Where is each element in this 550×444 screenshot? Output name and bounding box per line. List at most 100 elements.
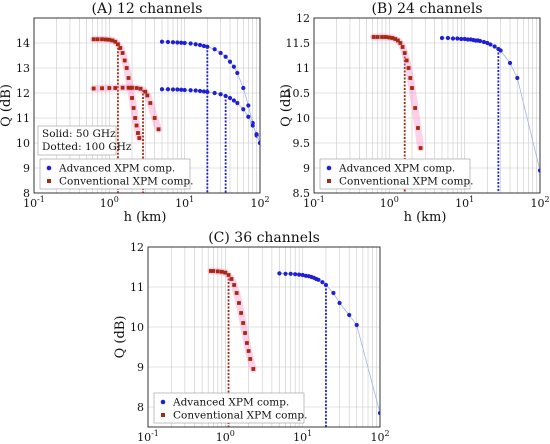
advanced-data-point (227, 95, 233, 101)
legend-marker-advanced (160, 399, 166, 405)
annotation-line: Solid: 50 GHz (42, 128, 116, 140)
advanced-data-point (223, 93, 228, 99)
advanced-data-point (170, 40, 176, 45)
conventional-data-point (215, 269, 220, 274)
advanced-data-point (241, 107, 246, 112)
legend-box (153, 392, 305, 424)
advanced-data-point (235, 100, 240, 106)
conventional-data-point (130, 85, 134, 90)
advanced-data-point (227, 59, 233, 64)
x-tick-label: 101 (293, 429, 312, 444)
conventional-data-point (126, 76, 131, 80)
x-tick-label: 10-1 (137, 429, 159, 444)
x-tick-label: 102 (370, 429, 389, 444)
advanced-data-point (537, 168, 540, 173)
conventional-data-point (152, 116, 157, 120)
advanced-data-point (462, 36, 467, 42)
legend: Advanced XPM comp.Conventional XPM comp. (153, 392, 308, 424)
advanced-data-point (445, 35, 451, 41)
conventional-data-point (232, 283, 237, 287)
legend-entry: Advanced XPM comp. (338, 163, 455, 175)
advanced-data-point (179, 40, 184, 45)
y-tick-label: 12 (16, 87, 30, 100)
advanced-data-point (277, 271, 282, 276)
conventional-data-point (404, 58, 409, 63)
legend-entry: Advanced XPM comp. (58, 163, 175, 175)
x-tick-label: 100 (216, 429, 235, 444)
advanced-data-point (188, 88, 193, 93)
conventional-data-point (398, 41, 403, 45)
conventional-data-point (110, 38, 115, 43)
x-tick-label: 10-1 (23, 195, 45, 210)
annotation-line: Dotted: 100 GHz (42, 141, 132, 153)
y-axis-label: Q (dB) (0, 84, 14, 127)
advanced-data-point (488, 42, 493, 47)
y-tick-label: 12 (130, 241, 144, 254)
conventional-data-point (134, 123, 139, 128)
conventional-data-point (124, 66, 129, 70)
legend: Advanced XPM comp.Conventional XPM comp. (39, 158, 194, 190)
legend-box (39, 158, 191, 190)
advanced-data-point (165, 39, 171, 45)
advanced-data-point (283, 271, 288, 276)
advanced-data-point (159, 39, 165, 44)
advanced-data-point (246, 114, 251, 119)
advanced-data-point (212, 90, 217, 96)
advanced-data-point (481, 39, 486, 45)
legend-marker-conventional (161, 413, 165, 417)
annotation-box (37, 125, 117, 156)
advanced-data-point (175, 87, 180, 92)
chart-panel-1: (A) 12 channels 8 9 10 11 12 13 14 10-1 100 101 102… (0, 1, 270, 225)
advanced-data-point (254, 132, 259, 137)
legend-marker-advanced (326, 165, 332, 171)
conventional-data-point (410, 86, 414, 90)
conventional-data-point (113, 39, 118, 44)
legend-entry: Conventional XPM comp. (339, 176, 474, 188)
x-tick-label: 10-1 (303, 195, 325, 210)
plot-frame (33, 17, 261, 194)
conventional-data-point (131, 106, 136, 110)
conventional-data-point (239, 311, 244, 315)
conventional-data-point (133, 116, 138, 120)
chart-title: (B) 24 channels (371, 1, 482, 17)
conventional-data-point (375, 35, 380, 39)
advanced-data-point (231, 64, 236, 69)
advanced-data-point (297, 272, 302, 277)
advanced-data-point (165, 87, 171, 92)
conventional-data-point (413, 106, 418, 110)
y-tick-label: 9 (23, 162, 30, 175)
chart-title: (A) 12 channels (92, 1, 203, 17)
conventional-data-point (156, 127, 161, 132)
legend-entry: Advanced XPM comp. (172, 397, 289, 409)
y-tick-label: 11 (296, 62, 310, 75)
conventional-data-point (134, 86, 139, 90)
advanced-data-point (241, 85, 246, 91)
advanced-data-point (507, 60, 513, 66)
conventional-data-point (246, 349, 251, 353)
conventional-data-point (120, 51, 125, 55)
chart-panel-2: (B) 24 channels 8.5 9 9.5 10 10.5 11 11.5 12 10-1… (279, 1, 550, 225)
conventional-data-point (122, 58, 127, 63)
conventional-data-point (390, 36, 395, 40)
conventional-data-point (143, 89, 148, 94)
conventional-data-point (148, 101, 153, 105)
conventional-data-point (402, 51, 407, 55)
grid (147, 246, 380, 427)
chart-title: (C) 36 channels (208, 230, 320, 246)
conventional-data-point (107, 86, 112, 90)
advanced-data-point (218, 92, 223, 97)
advanced-data-point (300, 272, 305, 278)
advanced-data-point (288, 271, 293, 276)
conventional-data-point (113, 86, 118, 90)
y-tick-label: 9 (137, 361, 144, 374)
advanced-data-point (197, 42, 203, 48)
advanced-data-point (205, 44, 210, 49)
conventional-data-point (229, 277, 234, 281)
y-tick-label: 9.5 (293, 137, 311, 150)
conventional-data-point (126, 85, 131, 90)
advanced-data-point (377, 410, 380, 416)
conventional-data-point (237, 301, 241, 305)
